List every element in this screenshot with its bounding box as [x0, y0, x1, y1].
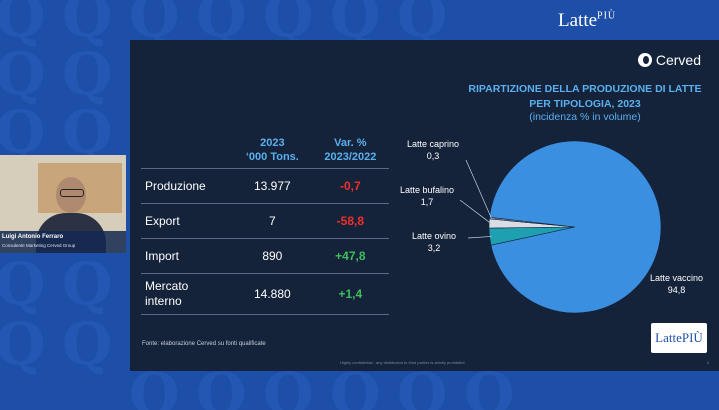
- chart-subtitle: (incidenza % in volume): [529, 111, 641, 123]
- row-label: Produzione: [141, 168, 233, 204]
- cerved-logo-icon: [637, 53, 652, 67]
- row-value: 890: [233, 238, 312, 274]
- leader-line-latte-bufalino: [459, 199, 492, 224]
- row-label: Export: [141, 203, 233, 239]
- table-row: Export 7 -58,8: [141, 203, 389, 239]
- speaker-role: Consulente Marketing Cerved Group: [2, 243, 76, 248]
- pie-chart: [459, 140, 662, 314]
- glasses-icon: [60, 189, 84, 197]
- label-latte-bufalino: Latte bufalino 1,7: [400, 185, 455, 207]
- presentation-slide: Cerved RIPARTIZIONE DELLA PRODUZIONE DI …: [130, 40, 719, 371]
- milk-data-table: 2023 ‘000 Tons. Var. % 2023/2022 Produzion…: [141, 132, 389, 315]
- leader-line-latte-ovino: [467, 236, 492, 239]
- row-label: Mercato interno: [141, 273, 233, 315]
- row-value: 14.880: [233, 273, 312, 315]
- row-var: +47,8: [311, 238, 389, 274]
- label-latte-ovino: Latte ovino 3,2: [412, 231, 457, 253]
- col-header-2023: 2023 ‘000 Tons.: [233, 132, 312, 169]
- table-row: Import 890 +47,8: [141, 238, 389, 274]
- row-value: 7: [233, 203, 312, 239]
- speaker-name: Luigi Antonio Ferraro: [2, 234, 64, 240]
- table-row: Mercato interno 14.880 +1,4: [141, 273, 389, 315]
- row-var: -0,7: [311, 168, 389, 204]
- label-latte-caprino: Latte caprino 0,3: [407, 139, 460, 161]
- confidential-note: Highly confidential - any distribution t…: [340, 360, 465, 365]
- chart-title: RIPARTIZIONE DELLA PRODUZIONE DI LATTE P…: [468, 83, 702, 110]
- row-var: +1,4: [311, 273, 389, 315]
- col-header-var: Var. % 2023/2022: [311, 132, 389, 169]
- cerved-logo: Cerved: [637, 52, 701, 68]
- brand-logo: LattePIÙ: [558, 10, 617, 31]
- name-bar: [0, 231, 126, 253]
- row-var: -58,8: [311, 203, 389, 239]
- table-row: Produzione 13.977 -0,7: [141, 168, 389, 204]
- row-value: 13.977: [233, 168, 312, 204]
- page-number: 4: [706, 360, 709, 365]
- label-latte-vaccino: Latte vaccino 94,8: [650, 273, 704, 295]
- row-label: Import: [141, 238, 233, 274]
- table-header-row: 2023 ‘000 Tons. Var. % 2023/2022: [141, 132, 389, 169]
- speaker-webcam: Luigi Antonio Ferraro Consulente Marketi…: [0, 155, 126, 253]
- pie-slice-latte-vaccino: [489, 140, 662, 314]
- lattepiu-badge: LattePIÙ: [651, 323, 707, 353]
- leader-line-latte-caprino: [465, 159, 492, 219]
- source-note: Fonte: elaborazione Cerved su fonti qual…: [142, 341, 266, 347]
